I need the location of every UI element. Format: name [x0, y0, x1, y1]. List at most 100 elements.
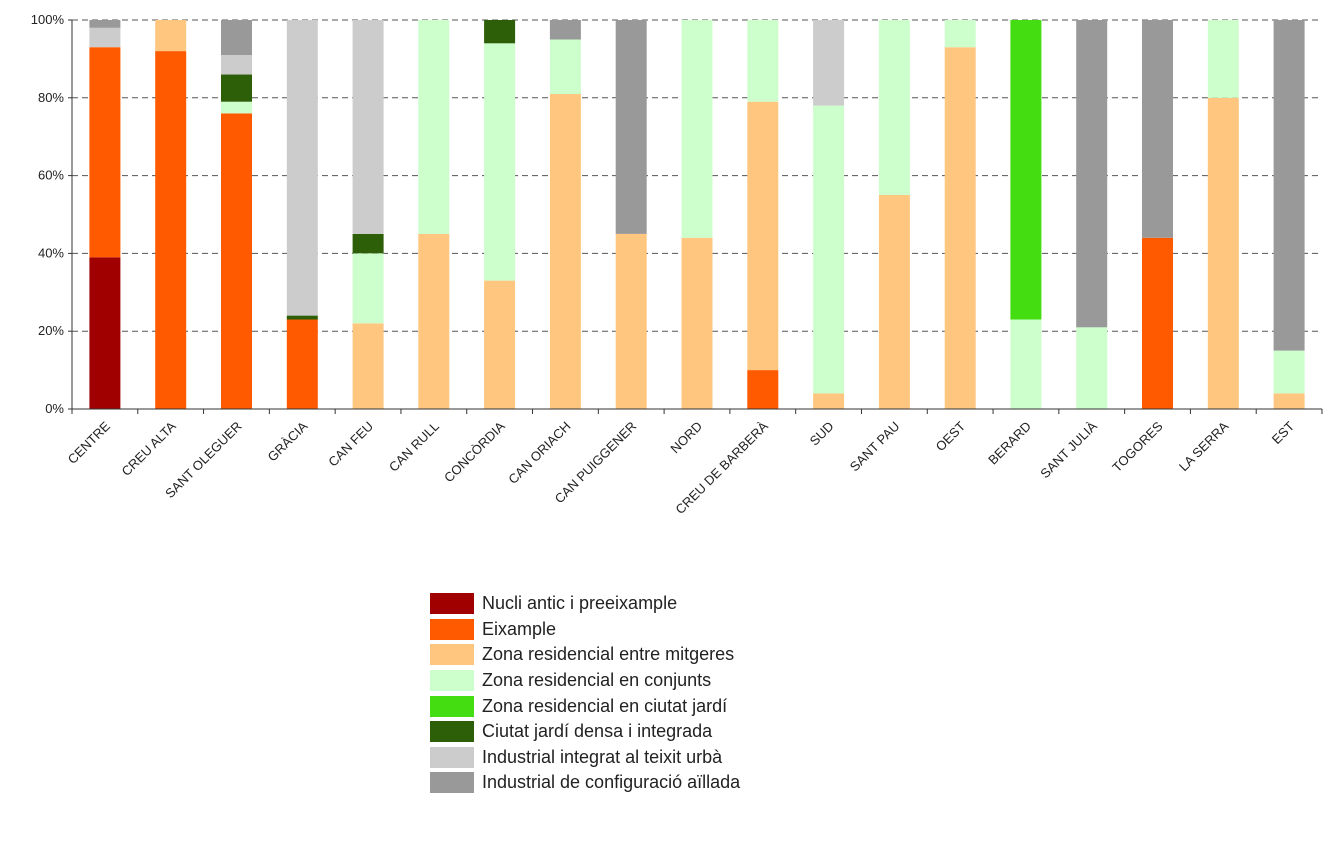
- legend-item: Ciutat jardí densa i integrada: [430, 719, 740, 745]
- category-label: CONCÒRDIA: [441, 418, 508, 485]
- bar-segment: [352, 20, 384, 234]
- legend-item: Eixample: [430, 617, 740, 643]
- y-tick-label: 100%: [31, 12, 65, 27]
- legend-item: Industrial integrat al teixit urbà: [430, 745, 740, 771]
- bar-segment: [813, 20, 845, 106]
- legend: Nucli antic i preeixample Eixample Zona re…: [430, 591, 740, 796]
- bar-segment: [352, 323, 384, 409]
- bar-segment: [484, 43, 516, 281]
- bar-segment: [813, 105, 845, 394]
- legend-label: Zona residencial en conjunts: [482, 670, 712, 691]
- category-label: SANT PAU: [847, 419, 903, 475]
- legend-item: Nucli antic i preeixample: [430, 591, 740, 617]
- bar-segment: [1207, 20, 1239, 98]
- bar-segment: [747, 370, 779, 409]
- bar-segment: [418, 20, 450, 234]
- category-label: CAN ORIACH: [505, 419, 573, 487]
- bar-segment: [681, 237, 713, 409]
- category-label: OEST: [933, 418, 969, 454]
- bar-segment: [286, 20, 318, 316]
- category-label: TOGORES: [1109, 418, 1166, 475]
- legend-label: Eixample: [482, 618, 557, 639]
- bar-segment: [944, 47, 976, 409]
- bar-segment: [1010, 319, 1042, 409]
- category-label: GRÀCIA: [265, 418, 311, 464]
- legend-label: Industrial integrat al teixit urbà: [482, 746, 723, 767]
- bar-segment: [286, 319, 318, 409]
- category-label: CAN RULL: [386, 419, 442, 475]
- y-tick-label: 20%: [38, 323, 64, 338]
- bar-segment: [549, 20, 581, 40]
- bar-segment: [1076, 327, 1108, 409]
- category-label: BERARD: [985, 419, 1034, 468]
- bar-segment: [221, 55, 252, 75]
- y-tick-label: 0%: [45, 401, 64, 416]
- bar-segment: [89, 27, 121, 48]
- bar-segment: [878, 20, 910, 195]
- bar-segment: [615, 20, 647, 234]
- y-tick-labels: 0% 20% 40% 60% 80% 100%: [31, 12, 65, 416]
- bar-segment: [286, 315, 318, 320]
- bar-segment: [352, 233, 384, 254]
- bar-segment: [484, 280, 516, 409]
- bar-segment: [681, 20, 713, 238]
- category-label: SANT JULIÀ: [1037, 418, 1100, 481]
- bar-segment: [155, 20, 187, 52]
- bar-segment: [484, 20, 516, 44]
- legend-item: Zona residencial entre mitgeres: [430, 642, 740, 668]
- legend-swatch: [430, 593, 474, 615]
- bar-segment: [1010, 20, 1042, 320]
- bar-segment: [221, 101, 252, 114]
- bar-segment: [549, 93, 581, 410]
- bar-segment: [549, 39, 581, 94]
- category-label: CENTRE: [65, 418, 114, 467]
- legend-item: Zona residencial en ciutat jardí: [430, 693, 740, 719]
- legend-item: Zona residencial en conjunts: [430, 668, 740, 694]
- bar-segment: [155, 51, 187, 409]
- legend-swatch: [430, 618, 474, 640]
- bar-segment: [89, 257, 121, 409]
- legend-item: Industrial de configuració aïllada: [430, 770, 740, 796]
- bar-segment: [1142, 237, 1173, 409]
- legend-label: Zona residencial entre mitgeres: [482, 644, 735, 665]
- bar-segment: [89, 20, 121, 28]
- bar-segment: [221, 20, 252, 55]
- category-label: LA SERRA: [1176, 418, 1232, 474]
- bar-segment: [1273, 350, 1305, 394]
- bar-segment: [878, 195, 910, 409]
- legend-label: Nucli antic i preeixample: [482, 593, 678, 614]
- category-label: CAN FEU: [325, 419, 376, 470]
- bar-segment: [813, 393, 845, 409]
- legend-swatch: [430, 644, 474, 666]
- axes: [68, 19, 1323, 414]
- y-tick-label: 60%: [38, 168, 64, 183]
- bar-segment: [747, 20, 779, 102]
- legend-swatch: [430, 721, 474, 743]
- bar-segment: [1273, 393, 1305, 409]
- bar-segment: [221, 113, 252, 410]
- category-label: CREU ALTA: [118, 418, 179, 479]
- bar-segment: [1142, 20, 1173, 238]
- legend-swatch: [430, 670, 474, 692]
- category-label: NORD: [667, 419, 705, 457]
- category-label: EST: [1269, 418, 1298, 447]
- bars: [89, 20, 1305, 410]
- bar-segment: [1076, 20, 1108, 328]
- bar-segment: [89, 47, 121, 258]
- y-tick-label: 40%: [38, 245, 64, 260]
- bar-segment: [221, 74, 252, 102]
- bar-segment: [615, 233, 647, 409]
- bar-segment: [418, 233, 450, 409]
- bar-segment: [1207, 97, 1239, 410]
- bar-segment: [352, 253, 384, 324]
- bar-segment: [944, 20, 976, 48]
- legend-swatch: [430, 695, 474, 717]
- legend-swatch: [430, 772, 474, 794]
- legend-label: Zona residencial en ciutat jardí: [482, 695, 728, 716]
- category-label: SUD: [807, 419, 837, 449]
- bar-segment: [747, 101, 779, 371]
- y-tick-label: 80%: [38, 90, 64, 105]
- bar-segment: [1273, 20, 1305, 351]
